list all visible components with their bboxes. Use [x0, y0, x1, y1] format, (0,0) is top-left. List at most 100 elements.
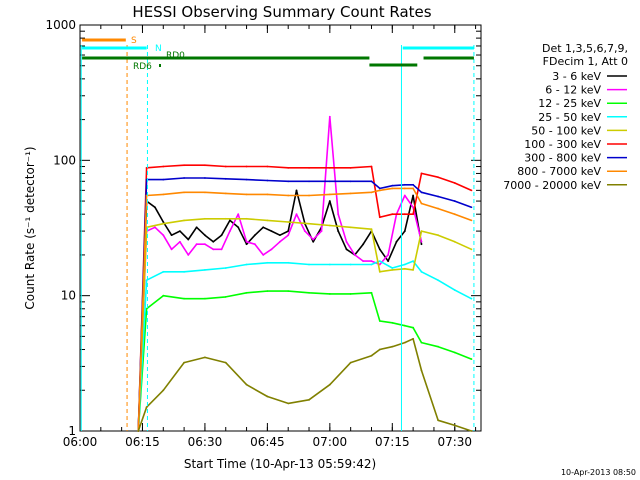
series-point-5-19	[453, 182, 456, 184]
series-point-4-16	[412, 269, 415, 271]
series-point-4-15	[403, 267, 406, 270]
y-tick-label-1: 10	[61, 289, 76, 303]
plot-area	[79, 24, 482, 432]
legend-entry-5: 100 - 300 keV	[524, 138, 601, 151]
y-axis-label: Count Rate (s⁻¹ detector⁻¹)	[23, 146, 37, 309]
series-point-7-8	[287, 194, 290, 197]
series-point-1-24	[337, 213, 340, 216]
series-point-2-5	[224, 295, 227, 298]
series-point-1-15	[262, 254, 265, 256]
series-point-1-22	[320, 230, 323, 232]
series-point-5-11	[349, 166, 352, 169]
series-point-4-10	[328, 224, 331, 227]
series-point-2-10	[328, 293, 331, 295]
x-tick-label-0: 06:00	[63, 435, 98, 449]
series-point-4-20	[470, 248, 473, 251]
series-point-7-9	[308, 194, 310, 197]
series-point-6-8	[287, 180, 290, 183]
series-point-5-3	[183, 164, 186, 167]
annotation-3: RD6	[133, 62, 152, 72]
series-point-0-34	[420, 243, 423, 246]
series-point-3-15	[403, 263, 406, 266]
series-line-1	[137, 115, 423, 432]
series-point-0-6	[187, 238, 190, 241]
series-point-0-17	[278, 234, 281, 237]
series-point-6-11	[349, 180, 352, 183]
series-point-6-14	[391, 184, 394, 187]
series-point-8-2	[162, 389, 165, 392]
y-tick-label-3: 1000	[45, 18, 76, 32]
series-point-0-13	[245, 243, 248, 246]
series-point-3-12	[370, 263, 373, 266]
series-point-6-2	[162, 178, 165, 181]
series-point-1-28	[370, 260, 373, 263]
series-point-2-14	[391, 321, 394, 324]
series-point-3-8	[287, 261, 290, 264]
series-point-2-12	[370, 291, 373, 294]
series-point-7-12	[370, 191, 373, 194]
series-point-1-17	[278, 240, 281, 243]
series-point-1-30	[387, 254, 390, 256]
series-point-4-5	[224, 217, 227, 220]
series-line-3	[137, 260, 472, 432]
series-point-6-10	[328, 180, 331, 183]
series-point-8-7	[266, 395, 269, 398]
series-point-3-5	[224, 267, 227, 269]
series-point-3-7	[266, 261, 269, 264]
series-point-3-4	[204, 269, 206, 271]
series-point-5-4	[204, 164, 206, 167]
series-point-1-34	[420, 240, 423, 243]
series-point-0-12	[237, 226, 240, 229]
legend-header-0: Det 1,3,5,6,7,9,	[542, 42, 628, 55]
series-point-0-25	[345, 248, 348, 251]
series-point-8-8	[287, 402, 290, 405]
series-point-8-18	[437, 419, 440, 422]
series-point-4-12	[370, 228, 373, 231]
series-point-3-6	[245, 263, 248, 266]
series-point-0-2	[154, 206, 156, 209]
series-point-1-20	[303, 230, 306, 232]
series-point-4-13	[378, 270, 381, 273]
rd6-marker	[159, 64, 161, 67]
series-line-0	[137, 189, 423, 432]
x-tick-label-3: 06:45	[250, 435, 285, 449]
series-point-6-9	[308, 180, 310, 183]
series-point-2-2	[162, 294, 165, 297]
legend-header-1: FDecim 1, Att 0	[543, 55, 628, 68]
series-line-6	[137, 177, 472, 432]
series-point-1-33	[412, 206, 415, 209]
series-point-3-20	[470, 297, 473, 300]
legend-entry-3: 25 - 50 keV	[538, 111, 601, 124]
series-point-6-17	[420, 191, 423, 194]
series-point-0-10	[220, 234, 223, 237]
series-point-7-17	[420, 202, 423, 205]
series-layer	[137, 115, 473, 432]
series-point-2-15	[403, 324, 406, 327]
series-point-3-14	[391, 267, 394, 269]
series-point-1-18	[287, 234, 290, 237]
legend-entry-7: 800 - 7000 keV	[517, 165, 601, 178]
series-point-2-4	[204, 297, 206, 300]
series-point-8-19	[453, 424, 456, 427]
series-point-1-4	[170, 248, 173, 251]
series-point-3-16	[412, 260, 415, 263]
series-point-7-20	[470, 219, 473, 222]
series-point-2-3	[183, 297, 186, 300]
series-point-8-5	[224, 361, 227, 364]
series-line-8	[137, 337, 472, 432]
series-point-8-11	[349, 361, 352, 364]
series-point-7-3	[183, 191, 186, 194]
series-point-2-19	[453, 351, 456, 354]
chart-title: HESSI Observing Summary Count Rates	[132, 3, 431, 21]
series-point-7-15	[403, 187, 406, 190]
series-point-1-14	[253, 243, 256, 246]
series-point-0-19	[295, 189, 298, 192]
legend-entry-4: 50 - 100 keV	[531, 124, 601, 137]
footer-stamp: 10-Apr-2013 08:50	[561, 468, 636, 477]
legend-entry-2: 12 - 25 keV	[538, 97, 601, 110]
series-point-6-4	[204, 177, 206, 179]
x-axis-label: Start Time (10-Apr-13 05:59:42)	[184, 457, 376, 471]
series-point-8-15	[403, 341, 406, 344]
annotation-2: RD0	[166, 51, 185, 61]
series-point-1-27	[362, 260, 365, 263]
